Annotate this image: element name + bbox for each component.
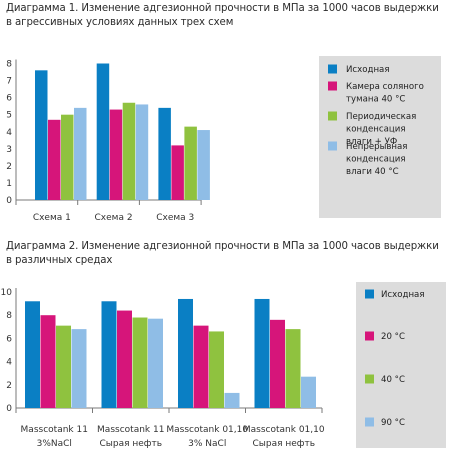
c1-bar <box>48 119 61 200</box>
c2-bar <box>285 329 301 408</box>
chart1-caption: Диаграмма 1. Изменение адгезионной прочн… <box>6 3 439 28</box>
c1-bar <box>135 104 149 200</box>
c2-bar <box>148 318 163 408</box>
c2-bar <box>254 298 270 408</box>
c2-bar <box>117 310 132 408</box>
c2-bar <box>71 329 87 408</box>
c2-bar <box>301 376 316 408</box>
c1-bar <box>96 63 110 200</box>
c2-bar <box>193 325 209 408</box>
c2-bar <box>56 325 71 408</box>
c1-legend-swatch <box>328 111 337 121</box>
c1-y-tick-label: 0 <box>6 196 12 206</box>
c2-legend-label: 40 °C <box>381 375 405 385</box>
c2-y-tick-label: 2 <box>6 381 12 391</box>
c1-y-tick-label: 2 <box>6 162 12 172</box>
c2-category-label: 3% NaCl <box>188 439 226 449</box>
c2-y-tick-label: 6 <box>6 334 12 344</box>
c2-category-label: Masscotank 11 <box>21 425 88 435</box>
c2-legend-swatch <box>365 374 374 384</box>
c1-y-tick-label: 6 <box>6 94 12 104</box>
chart1: 0 1 2 3 4 5 6 7 8 Схема 1 Схема 2 Схема 3 Исходная Ка… <box>6 56 441 223</box>
c2-bar <box>101 301 117 408</box>
c2-bar <box>25 301 40 408</box>
c1-category-label: Схема 3 <box>156 213 194 223</box>
c1-category-label: Схема 2 <box>95 213 133 223</box>
c2-category-label: 3%NaCl <box>37 439 72 449</box>
c2-bar <box>224 392 240 408</box>
c1-legend-label: Исходная <box>346 65 390 75</box>
c1-bar <box>109 109 123 200</box>
c1-legend-label: тумана 40 °C <box>346 95 405 105</box>
c1-bar <box>35 70 48 200</box>
c1-legend-swatch <box>328 141 337 151</box>
c1-y-tick-label: 3 <box>6 145 12 155</box>
c1-y-tick-label: 1 <box>6 179 12 189</box>
c1-legend-label: конденсация <box>346 155 406 165</box>
c2-legend-label: Исходная <box>381 290 425 300</box>
c2-category-label: Masscotank 01,10 <box>243 425 325 435</box>
c2-category-label: Masscotank 11 <box>97 425 164 435</box>
c2-bar <box>40 315 56 408</box>
c1-y-tick-label: 4 <box>6 128 12 138</box>
c2-legend-swatch <box>365 331 374 341</box>
c2-y-tick-label: 0 <box>6 404 12 414</box>
c1-legend-label: Непрерывная <box>346 142 407 152</box>
c2-bar <box>178 298 193 408</box>
c1-category-label: Схема 1 <box>33 213 71 223</box>
c1-y-tick-label: 8 <box>6 60 12 70</box>
c1-bar <box>158 107 171 200</box>
c1-legend-swatch <box>328 64 337 74</box>
c1-legend-box <box>319 56 441 218</box>
c2-legend-label: 90 °C <box>381 418 405 428</box>
c1-legend-label: Периодическая <box>346 112 416 122</box>
c1-bar <box>184 126 197 200</box>
c1-bar <box>74 107 87 200</box>
c2-y-tick-label: 8 <box>6 311 12 321</box>
c1-bar <box>171 145 184 200</box>
chart2-caption: Диаграмма 2. Изменение адгезионной прочн… <box>6 241 439 266</box>
c2-legend-swatch <box>365 417 374 427</box>
c2-category-label: Сырая нефть <box>99 439 162 449</box>
c1-legend-label: влаги + УФ <box>346 137 397 147</box>
c2-legend-label: 20 °C <box>381 332 405 342</box>
c2-category-label: Сырая нефть <box>252 439 315 449</box>
c1-legend-label: Камера соляного <box>346 82 424 92</box>
c1-bar <box>61 114 74 200</box>
c1-bar <box>122 102 136 200</box>
c1-bar <box>197 130 210 200</box>
c2-bar <box>132 317 148 408</box>
c2-legend-swatch <box>365 289 374 299</box>
c2-y-tick-label: 4 <box>6 358 12 368</box>
c1-legend-swatch <box>328 81 337 91</box>
c2-y-tick-label: 10 <box>1 288 13 298</box>
c2-bar <box>209 331 224 408</box>
c2-bar <box>270 319 285 408</box>
c1-legend-label: конденсация <box>346 125 406 135</box>
c1-y-tick-label: 5 <box>6 111 12 121</box>
c1-legend-label: влаги 40 °C <box>346 167 399 177</box>
c2-category-label: Masscotank 01,10 <box>166 425 248 435</box>
c1-y-tick-label: 7 <box>6 77 12 87</box>
